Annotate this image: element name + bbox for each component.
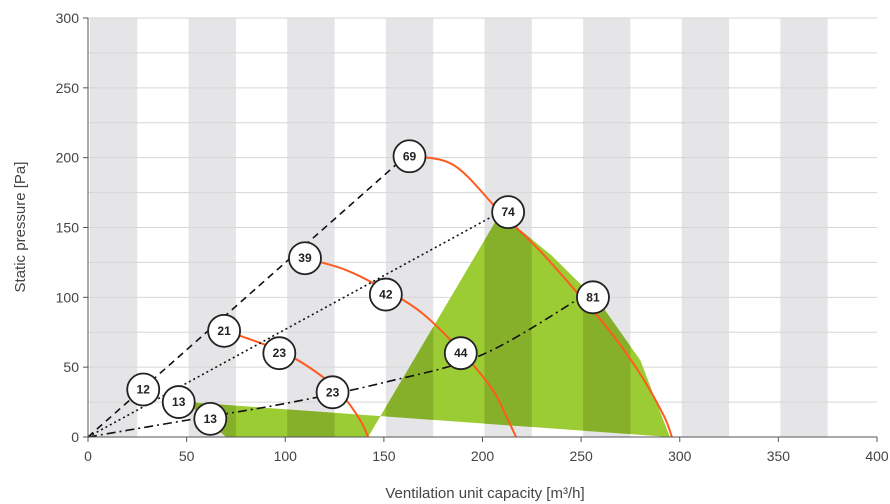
x-tick-label: 0 xyxy=(84,448,92,464)
marker-circle xyxy=(368,277,403,312)
marker-42: 42 xyxy=(368,277,403,312)
marker-23: 23 xyxy=(315,375,350,410)
marker-label: 23 xyxy=(326,385,340,399)
marker-74: 74 xyxy=(491,195,526,230)
y-tick-labels: 0 50 100 150 200 250 300 xyxy=(56,10,88,445)
x-tick-label: 150 xyxy=(372,448,396,464)
marker-label: 44 xyxy=(454,346,468,360)
marker-69: 69 xyxy=(392,139,427,174)
marker-81: 81 xyxy=(576,280,610,315)
marker-13: 13 xyxy=(193,401,228,436)
marker-circle xyxy=(392,139,427,174)
marker-label: 39 xyxy=(298,251,312,265)
marker-label: 74 xyxy=(501,205,515,219)
marker-label: 21 xyxy=(217,324,231,338)
marker-circle xyxy=(207,313,242,348)
marker-circle xyxy=(161,385,196,419)
x-tick-label: 300 xyxy=(668,448,692,464)
marker-circle xyxy=(443,336,478,371)
x-tick-label: 250 xyxy=(569,448,593,464)
markers: 12 13 13 21 23 23 39 42 44 69 74 81 xyxy=(126,139,610,436)
y-tick-label: 50 xyxy=(63,359,79,375)
y-tick-label: 0 xyxy=(71,429,79,445)
marker-label: 23 xyxy=(273,346,287,360)
marker-label: 13 xyxy=(204,412,218,426)
marker-23: 23 xyxy=(262,336,297,371)
y-tick-label: 200 xyxy=(56,150,80,166)
x-axis-title: Ventilation unit capacity [m³/h] xyxy=(385,485,584,502)
x-tick-label: 400 xyxy=(865,448,889,464)
marker-circle xyxy=(491,195,526,230)
marker-label: 69 xyxy=(403,149,417,163)
marker-circle xyxy=(315,375,350,410)
operating-area-band xyxy=(484,213,532,437)
marker-label: 12 xyxy=(137,383,151,397)
x-tick-label: 50 xyxy=(179,448,195,464)
fan-curve xyxy=(304,257,517,438)
marker-label: 42 xyxy=(379,288,393,302)
marker-21: 21 xyxy=(207,313,242,348)
marker-label: 81 xyxy=(586,290,600,304)
x-tick-label: 200 xyxy=(471,448,495,464)
y-tick-label: 300 xyxy=(56,10,80,26)
x-tick-labels: 0 50 100 150 200 250 300 350 400 xyxy=(84,437,889,464)
x-tick-label: 350 xyxy=(767,448,791,464)
y-tick-label: 250 xyxy=(56,80,80,96)
y-tick-label: 100 xyxy=(56,289,80,305)
marker-circle xyxy=(576,280,610,315)
y-axis-title: Static pressure [Pa] xyxy=(12,162,29,293)
marker-44: 44 xyxy=(443,336,478,371)
operating-area-fill xyxy=(186,213,670,437)
marker-13: 13 xyxy=(161,385,196,419)
y-tick-label: 150 xyxy=(56,220,80,236)
marker-circle xyxy=(126,372,161,407)
system-curve-dashed xyxy=(87,155,407,438)
marker-12: 12 xyxy=(126,372,161,407)
marker-39: 39 xyxy=(288,241,322,276)
marker-label: 13 xyxy=(172,395,186,409)
marker-circle xyxy=(193,401,228,436)
system-curve-dotted xyxy=(87,211,501,438)
marker-circle xyxy=(288,241,322,276)
x-tick-label: 100 xyxy=(274,448,298,464)
marker-circle xyxy=(262,336,297,371)
